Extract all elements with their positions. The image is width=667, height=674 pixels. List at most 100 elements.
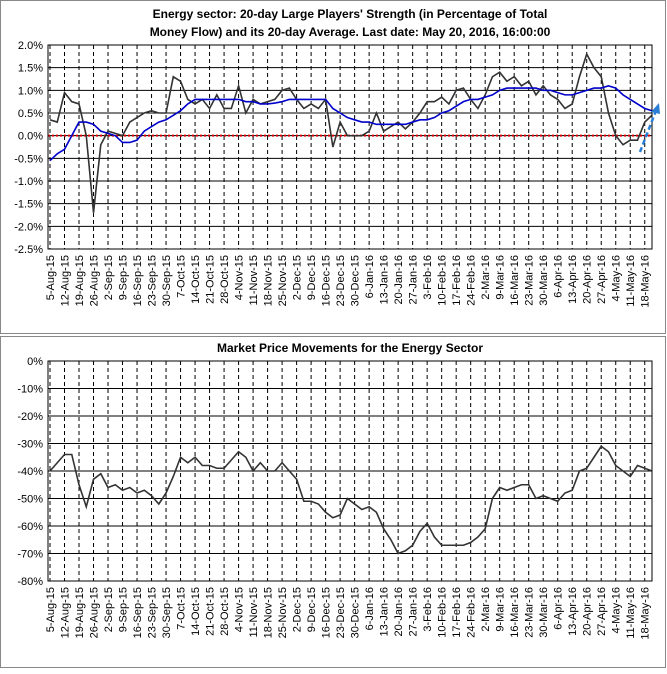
x-tick-label: 30-Sep-15: [161, 255, 173, 306]
x-tick-label: 30-Dec-15: [350, 587, 362, 638]
x-tick-label: 19-Aug-15: [74, 587, 86, 638]
series-line: [49, 84, 653, 162]
x-tick-label: 13-Jan-16: [379, 587, 391, 637]
x-tick-label: 4-Nov-15: [234, 255, 246, 300]
x-tick-label: 3-Feb-16: [422, 587, 434, 632]
x-tick-label: 9-Mar-16: [495, 587, 507, 632]
x-tick-label: 13-Jan-16: [379, 255, 391, 305]
x-tick-label: 2-Dec-15: [292, 587, 304, 632]
x-tick-label: 9-Sep-15: [118, 255, 130, 300]
x-tick-label: 21-Oct-15: [205, 255, 217, 304]
x-tick-label: 2-Dec-15: [292, 255, 304, 300]
x-tick-label: 27-Jan-16: [408, 587, 420, 637]
y-tick-label: -10%: [17, 384, 43, 396]
x-tick-label: 6-Apr-16: [553, 587, 565, 630]
x-tick-label: 5-Aug-15: [45, 255, 57, 300]
x-tick-label: 17-Feb-16: [451, 255, 463, 306]
panel-frame: [0, 336, 666, 668]
x-tick-label: 19-Aug-15: [74, 255, 86, 306]
y-tick-label: 1.0%: [18, 85, 43, 97]
x-tick-label: 28-Oct-15: [219, 587, 231, 636]
series-line: [49, 52, 653, 213]
plot-border: [47, 360, 653, 582]
x-tick-label: 23-Mar-16: [524, 255, 536, 306]
x-tick-label: 18-May-16: [640, 255, 652, 308]
x-tick-label: 2-Mar-16: [480, 587, 492, 632]
x-tick-label: 16-Sep-15: [132, 255, 144, 306]
x-tick-label: 16-Mar-16: [509, 587, 521, 638]
x-tick-label: 28-Oct-15: [219, 255, 231, 304]
x-tick-label: 12-Aug-15: [60, 255, 72, 306]
x-tick-label: 21-Oct-15: [205, 587, 217, 636]
y-tick-label: -2.0%: [14, 221, 43, 233]
x-tick-label: 16-Mar-16: [509, 255, 521, 306]
x-tick-label: 10-Feb-16: [437, 255, 449, 306]
x-tick-label: 30-Mar-16: [538, 587, 550, 638]
x-tick-label: 13-Apr-16: [567, 587, 579, 636]
x-tick-label: 17-Feb-16: [451, 587, 463, 638]
y-tick-label: -1.5%: [14, 199, 43, 211]
y-tick-label: -50%: [17, 494, 43, 506]
x-tick-label: 26-Aug-15: [89, 587, 101, 638]
y-tick-label: -1.0%: [14, 176, 43, 188]
x-tick-label: 11-Nov-15: [248, 587, 260, 638]
x-tick-label: 11-Nov-15: [248, 255, 260, 306]
x-tick-label: 9-Dec-15: [306, 255, 318, 300]
trend-arrow: [638, 103, 660, 153]
x-tick-label: 20-Apr-16: [582, 255, 594, 304]
y-tick-label: -80%: [17, 576, 43, 588]
x-tick-label: 25-Nov-15: [277, 587, 289, 638]
x-tick-label: 26-Aug-15: [89, 255, 101, 306]
x-tick-label: 24-Feb-16: [466, 255, 478, 306]
x-tick-label: 12-Aug-15: [60, 587, 72, 638]
x-tick-label: 2-Sep-15: [103, 255, 115, 300]
x-tick-label: 14-Oct-15: [190, 587, 202, 636]
panel-frame: [0, 0, 666, 334]
y-tick-label: -30%: [17, 439, 43, 451]
x-tick-label: 27-Apr-16: [596, 255, 608, 304]
x-tick-label: 16-Dec-15: [321, 255, 333, 306]
x-tick-label: 18-Nov-15: [263, 587, 275, 638]
x-tick-label: 30-Dec-15: [350, 255, 362, 306]
x-tick-label: 18-May-16: [640, 587, 652, 640]
y-tick-label: 1.5%: [18, 63, 43, 75]
x-tick-label: 24-Feb-16: [466, 587, 478, 638]
x-tick-label: 7-Oct-15: [176, 255, 188, 298]
y-tick-label: -70%: [17, 549, 43, 561]
x-tick-label: 20-Jan-16: [393, 587, 405, 637]
x-tick-label: 30-Sep-15: [161, 587, 173, 638]
x-tick-label: 7-Oct-15: [176, 587, 188, 630]
y-tick-label: 2.0%: [18, 40, 43, 52]
x-tick-label: 6-Apr-16: [553, 255, 565, 298]
x-tick-label: 23-Dec-15: [335, 587, 347, 638]
x-tick-label: 14-Oct-15: [190, 255, 202, 304]
y-tick-label: 0.5%: [18, 108, 43, 120]
x-tick-label: 20-Apr-16: [582, 587, 594, 636]
x-tick-label: 4-May-16: [611, 255, 623, 301]
x-tick-label: 9-Dec-15: [306, 587, 318, 632]
chart-title: Energy sector: 20-day Large Players' Str…: [150, 7, 551, 39]
x-tick-label: 20-Jan-16: [393, 255, 405, 305]
x-tick-label: 11-May-16: [625, 587, 637, 639]
y-tick-label: 0%: [27, 356, 43, 368]
x-tick-label: 9-Mar-16: [495, 255, 507, 300]
y-tick-label: -60%: [17, 521, 43, 533]
x-tick-label: 6-Jan-16: [364, 255, 376, 298]
chart-title: Market Price Movements for the Energy Se…: [217, 341, 483, 355]
x-tick-label: 16-Sep-15: [132, 587, 144, 638]
y-tick-label: 0.0%: [18, 131, 43, 143]
x-tick-label: 3-Feb-16: [422, 255, 434, 300]
x-tick-label: 18-Nov-15: [263, 255, 275, 306]
x-tick-label: 10-Feb-16: [437, 587, 449, 638]
y-tick-label: -20%: [17, 411, 43, 423]
x-tick-label: 30-Mar-16: [538, 255, 550, 306]
y-tick-label: -0.5%: [14, 153, 43, 165]
series-line: [49, 445, 653, 555]
x-tick-label: 2-Mar-16: [480, 255, 492, 300]
x-tick-label: 6-Jan-16: [364, 587, 376, 630]
x-tick-label: 16-Dec-15: [321, 587, 333, 638]
x-tick-label: 27-Apr-16: [596, 587, 608, 636]
x-tick-label: 23-Sep-15: [147, 255, 159, 306]
x-tick-label: 9-Sep-15: [118, 587, 130, 632]
